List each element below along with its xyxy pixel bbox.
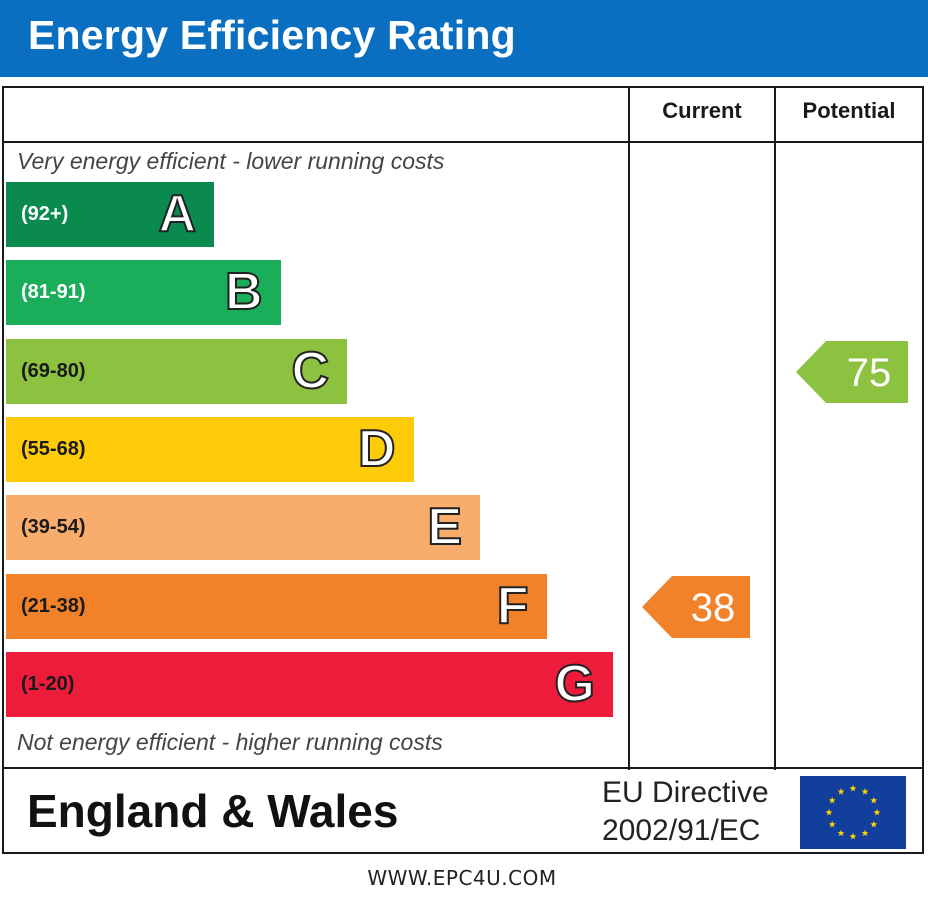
eu-directive-line1: EU Directive — [602, 776, 769, 809]
current-rating-marker: 38 — [642, 575, 750, 638]
header-row-divider — [2, 141, 924, 143]
header-bar: Energy Efficiency Rating — [0, 0, 928, 77]
band-d-range: (55-68) — [21, 437, 86, 460]
band-g-range: (1-20) — [21, 672, 75, 695]
band-e-range: (39-54) — [21, 516, 86, 539]
band-a-letter: A — [157, 184, 197, 244]
eu-star-icon — [849, 784, 857, 792]
footer-row-divider — [2, 767, 924, 769]
eu-star-icon — [870, 820, 878, 828]
band-g-letter: G — [554, 654, 596, 714]
band-e: (39-54) E — [6, 495, 480, 561]
band-a: (92+) A — [6, 182, 214, 247]
band-d: (55-68) D — [6, 416, 414, 482]
eu-star-icon — [849, 832, 857, 840]
eu-star-icon — [825, 808, 833, 816]
band-c-letter: C — [290, 341, 330, 401]
band-c-range: (69-80) — [21, 359, 86, 382]
eu-star-icon — [873, 808, 881, 816]
website-footer: WWW.EPC4U.COM — [367, 866, 557, 890]
column-divider-current — [628, 86, 630, 770]
band-g: (1-20) G — [6, 651, 613, 717]
note-very-efficient: Very energy efficient - lower running co… — [17, 148, 445, 174]
band-f-range: (21-38) — [21, 594, 86, 617]
eu-star-icon — [861, 788, 869, 795]
band-b-letter: B — [224, 262, 264, 322]
band-c: (69-80) C — [6, 338, 347, 404]
eu-star-icon — [861, 829, 869, 837]
column-header-current: Current — [662, 98, 742, 123]
band-f: (21-38) F — [6, 573, 547, 639]
current-rating-value: 38 — [691, 586, 736, 630]
column-divider-potential — [774, 86, 776, 770]
eu-directive: EU Directive 2002/91/EC — [602, 774, 786, 850]
potential-rating-arrow — [796, 340, 908, 403]
rating-table-frame — [2, 86, 924, 854]
eu-directive-line2: 2002/91/EC — [602, 814, 761, 847]
band-b: (81-91) B — [6, 260, 281, 326]
current-rating-arrow — [642, 575, 750, 638]
potential-rating-marker: 75 — [796, 340, 908, 403]
band-d-letter: D — [357, 419, 397, 479]
eu-star-icon — [837, 788, 845, 795]
region-label: England & Wales — [27, 785, 399, 837]
eu-star-icon — [837, 829, 845, 837]
eu-star-icon — [870, 796, 878, 804]
eu-flag-icon — [800, 776, 906, 849]
band-e-letter: E — [426, 497, 463, 557]
band-b-range: (81-91) — [21, 281, 86, 304]
page-title: Energy Efficiency Rating — [28, 12, 516, 58]
band-f-letter: F — [496, 576, 530, 636]
band-a-range: (92+) — [21, 203, 69, 225]
potential-rating-value: 75 — [847, 351, 892, 395]
eu-star-icon — [828, 796, 836, 804]
note-not-efficient: Not energy efficient - higher running co… — [17, 729, 443, 755]
column-header-potential: Potential — [802, 98, 896, 123]
eu-star-icon — [828, 820, 836, 828]
